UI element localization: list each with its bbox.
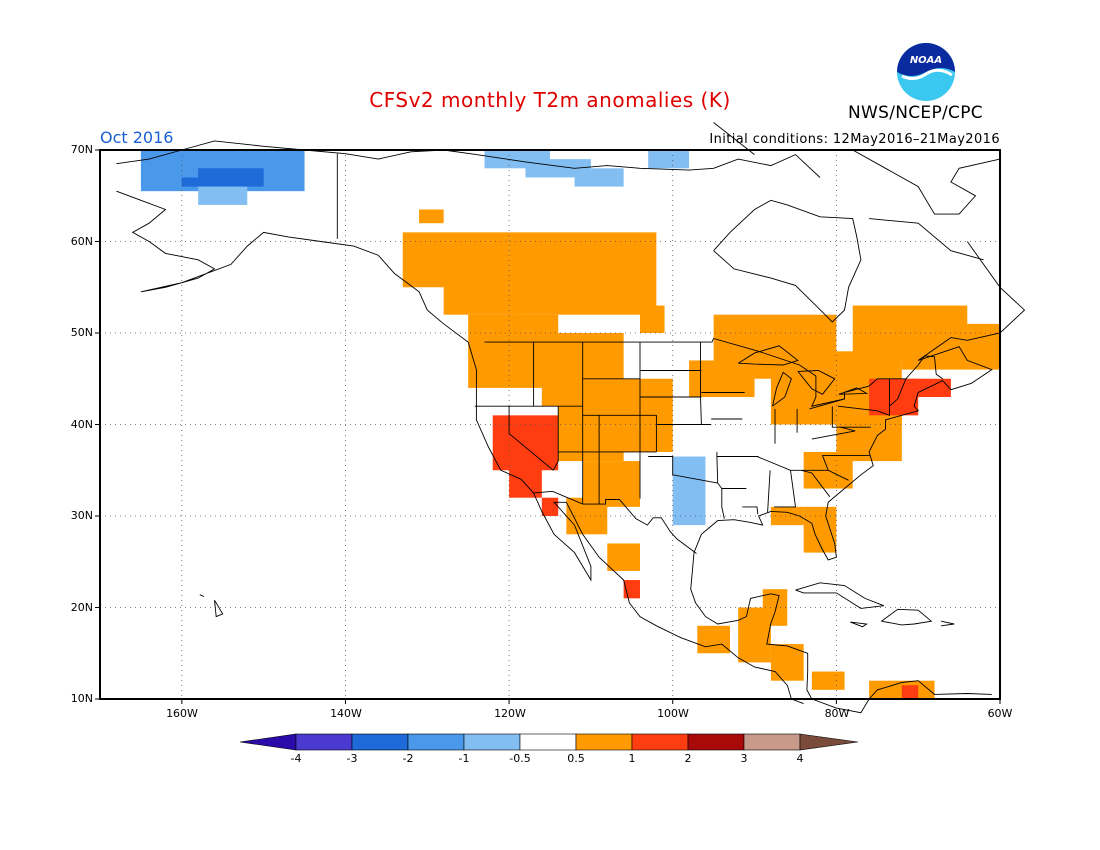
lat-label-70n: 70N [70,143,93,156]
coastline [869,218,984,261]
lat-label-60n: 60N [70,235,93,248]
coastline [772,371,792,407]
coastline [795,582,884,609]
anomaly-cell [198,186,248,205]
coastline [881,608,933,626]
coastline [831,406,871,428]
initial-conditions: Initial conditions: 12May2016–21May2016 [709,132,1000,147]
colorbar-swatch [687,733,745,751]
forecast-period: Oct 2016 [100,128,174,147]
lon-label-60w: 60W [987,707,1013,720]
logo-text: NOAA [910,55,942,66]
coastline [508,406,554,471]
lat-label-30n: 30N [70,509,93,522]
anomaly-cell [607,543,640,571]
coastline [713,199,862,323]
anomaly-cell [672,456,706,526]
coastline [716,451,725,519]
anomaly-cell [574,241,640,279]
colorbar-right-arrow [799,733,859,751]
coastline-layer [116,122,1026,714]
coastline [889,378,907,407]
coastline [837,378,890,416]
lon-label-160w: 160W [166,707,198,720]
colorbar-swatch [295,733,353,751]
anomaly-cell [149,159,199,178]
coastline [484,337,943,407]
coastline [811,680,992,714]
coastline [116,140,821,178]
chart-title: CFSv2 monthly T2m anomalies (K) [369,88,731,112]
colorbar-swatch [631,733,689,751]
colorbar-swatch [519,733,577,751]
lon-label-120w: 120W [494,707,526,720]
coastline [850,621,868,628]
lat-label-20n: 20N [70,601,93,614]
coastline [809,398,845,410]
anomaly-cell [901,685,919,699]
coastline [648,456,718,484]
colorbar-left-arrow [239,733,297,751]
colorbar-label: 1 [628,752,636,765]
anomaly-cell [181,168,264,187]
lat-label-40n: 40N [70,418,93,431]
coastline [214,599,224,618]
coastline [852,149,1001,215]
organization-label: NWS/NCEP/CPC [848,103,983,123]
colorbar-swatch [743,733,801,751]
anomaly-cell [574,168,624,187]
coastline [821,455,870,481]
colorbar-label: 2 [684,752,692,765]
colorbar-label: -1 [458,752,470,765]
lon-label-100w: 100W [657,707,689,720]
colorbar-label: 3 [740,752,748,765]
coastline [116,190,804,705]
lat-label-50n: 50N [70,326,93,339]
coastline [811,426,856,440]
lat-label-10n: 10N [70,692,93,705]
grid-layer [100,150,1000,699]
noaa-logo: NOAA [897,43,955,101]
coastline [767,470,771,513]
lon-label-80w: 80W [824,707,850,720]
coastline [742,506,759,515]
colorbar-swatch [575,733,633,751]
coastline [774,470,797,508]
coastline [199,594,205,597]
anomaly-cell [689,360,755,398]
anomaly-cell [648,150,690,169]
colorbar-label: 0.5 [567,752,585,765]
lon-label-140w: 140W [330,707,362,720]
tick-layer [95,149,1001,704]
anomaly-cell [419,209,444,224]
anomaly-cell [697,625,730,654]
coastline [797,370,836,395]
coastline [700,342,702,425]
colorbar-swatch [407,733,465,751]
coastline [640,414,657,452]
anomaly-cell [901,378,951,398]
anomaly-cell [623,580,640,599]
coastline [690,241,1026,700]
coastline [756,456,829,471]
colorbar-label: -3 [346,752,358,765]
colorbar-label: -2 [402,752,414,765]
coastline [801,469,831,498]
colorbar-swatch [463,733,521,751]
colorbar-label: -0.5 [509,752,531,765]
coastline [737,345,799,366]
coastline [552,406,559,471]
anomaly-cell [509,461,542,498]
anomaly-cell [640,305,665,333]
colorbar-label: 4 [796,752,804,765]
coastline [941,620,955,627]
colorbar-swatch [351,733,409,751]
colorbar-label: -4 [290,752,302,765]
coastline [838,387,869,395]
